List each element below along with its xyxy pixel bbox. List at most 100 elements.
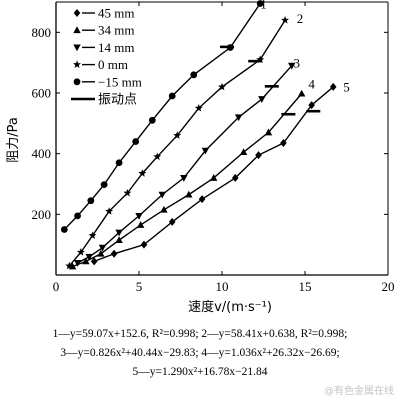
legend-marker bbox=[73, 44, 81, 52]
x-tick-label: 15 bbox=[299, 279, 312, 294]
data-point bbox=[82, 257, 90, 265]
data-point bbox=[231, 173, 239, 182]
data-point bbox=[210, 174, 218, 181]
data-point bbox=[110, 249, 118, 258]
legend-item: 振动点 bbox=[71, 92, 137, 107]
legend-marker bbox=[73, 26, 81, 34]
data-point bbox=[234, 114, 243, 122]
data-point bbox=[256, 55, 265, 64]
data-point bbox=[180, 175, 188, 182]
data-point bbox=[239, 148, 248, 156]
x-tick-label: 0 bbox=[53, 279, 60, 294]
y-tick-label: 600 bbox=[32, 86, 52, 101]
data-point bbox=[168, 92, 176, 100]
data-point bbox=[87, 197, 95, 205]
data-point bbox=[255, 151, 262, 160]
legend-item: 0 mm bbox=[73, 57, 128, 72]
series-5: 5 bbox=[90, 79, 350, 266]
legend-label: 振动点 bbox=[98, 92, 137, 107]
data-point bbox=[132, 138, 140, 145]
data-point bbox=[123, 188, 132, 197]
data-point bbox=[85, 253, 93, 261]
data-point bbox=[280, 139, 287, 148]
data-point bbox=[173, 131, 182, 139]
data-point bbox=[115, 236, 123, 244]
data-point bbox=[158, 191, 166, 199]
data-point bbox=[281, 16, 290, 24]
data-point bbox=[90, 257, 98, 266]
x-axis-label: 速度v/(m·s⁻¹) bbox=[188, 299, 272, 315]
data-point bbox=[88, 231, 97, 239]
legend-marker bbox=[73, 60, 81, 68]
legend-item: 34 mm bbox=[73, 23, 134, 38]
legend-label: −15 mm bbox=[98, 74, 142, 89]
y-tick-label: 200 bbox=[32, 207, 52, 222]
legend-label: 34 mm bbox=[98, 23, 134, 38]
data-point bbox=[264, 128, 273, 136]
data-point bbox=[258, 96, 266, 103]
data-point bbox=[160, 205, 168, 213]
data-point bbox=[136, 221, 145, 228]
data-point bbox=[76, 248, 85, 256]
series-1: 1 bbox=[60, 0, 267, 233]
legend-item: 14 mm bbox=[73, 40, 134, 55]
watermark: @有色金属在线 bbox=[324, 386, 394, 397]
data-point bbox=[198, 195, 206, 204]
data-point bbox=[185, 190, 193, 198]
data-point bbox=[329, 82, 337, 91]
legend-label: 45 mm bbox=[98, 6, 134, 21]
x-tick-label: 20 bbox=[382, 279, 395, 294]
data-point bbox=[115, 229, 123, 237]
data-point bbox=[168, 217, 176, 226]
equation-line-2: 3—y=0.826x²+40.44x−29.83; 4—y=1.036x²+26… bbox=[60, 347, 340, 359]
data-point bbox=[105, 207, 114, 215]
legend-item: 45 mm bbox=[73, 6, 134, 21]
y-tick-label: 400 bbox=[32, 146, 52, 161]
data-point bbox=[218, 82, 226, 91]
legend-item: −15 mm bbox=[73, 74, 142, 89]
x-tick-label: 5 bbox=[136, 279, 143, 294]
series-3: 3 bbox=[73, 56, 300, 267]
data-point bbox=[148, 116, 156, 124]
data-point bbox=[65, 261, 74, 270]
x-tick-label: 10 bbox=[216, 279, 229, 294]
data-point bbox=[288, 62, 296, 70]
series-2: 2 bbox=[65, 11, 303, 270]
legend-label: 0 mm bbox=[98, 57, 128, 72]
data-point bbox=[140, 240, 148, 249]
data-point bbox=[97, 249, 105, 257]
data-point bbox=[153, 152, 162, 161]
data-point bbox=[98, 244, 107, 252]
curve-label: 4 bbox=[308, 76, 315, 91]
y-axis-label: 阻力/Pa bbox=[6, 117, 21, 163]
legend-marker bbox=[73, 78, 81, 86]
curve-label: 1 bbox=[260, 0, 267, 12]
data-point bbox=[100, 181, 108, 189]
data-point bbox=[201, 147, 210, 155]
equation-line-1: 1—y=59.07x+152.6, R²=0.998; 2—y=58.41x+0… bbox=[52, 328, 348, 340]
data-point bbox=[74, 212, 81, 220]
curve-label: 5 bbox=[343, 79, 350, 94]
data-point bbox=[297, 89, 306, 97]
data-point bbox=[68, 262, 77, 270]
series-line bbox=[93, 86, 334, 263]
data-point bbox=[115, 159, 123, 167]
data-point bbox=[308, 101, 315, 110]
data-point bbox=[194, 103, 203, 112]
series-4: 4 bbox=[68, 76, 315, 270]
curve-label: 3 bbox=[293, 56, 300, 71]
curves: 1 2 34 5 bbox=[60, 0, 350, 270]
curve-label: 2 bbox=[297, 11, 304, 26]
y-tick-label: 800 bbox=[32, 25, 52, 40]
data-point bbox=[256, 0, 264, 7]
legend-marker bbox=[73, 9, 81, 17]
data-point bbox=[135, 212, 143, 220]
data-point bbox=[73, 259, 82, 267]
legend-label: 14 mm bbox=[98, 40, 134, 55]
data-point bbox=[190, 71, 198, 79]
equation-line-3: 5—y=1.290x²+16.78x−21.84 bbox=[132, 366, 268, 378]
data-point bbox=[60, 226, 68, 233]
data-point bbox=[138, 169, 147, 177]
